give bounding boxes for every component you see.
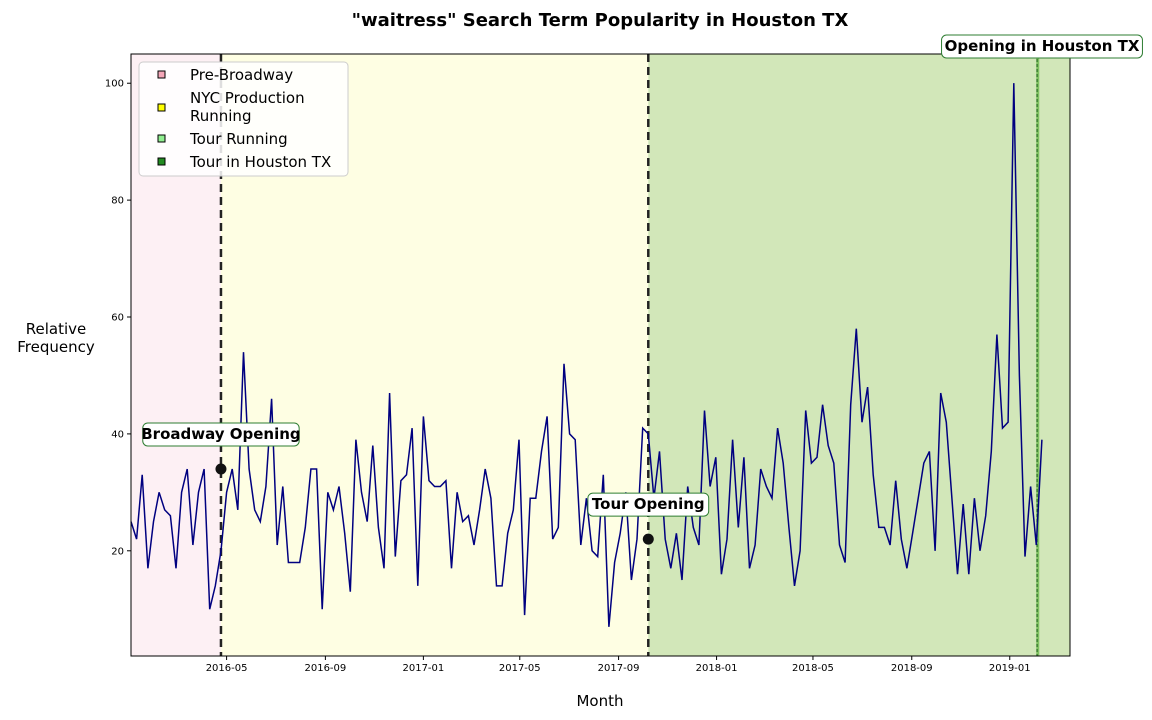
y-tick-label-40: 40 <box>111 429 124 440</box>
annotation-boxes: Broadway Opening Tour Opening Opening in H… <box>141 34 1143 517</box>
series-group <box>130 83 1043 627</box>
legend-label-nyc-production-line-2: Running <box>190 107 251 125</box>
legend-label-nyc-production-line-1: NYC Production <box>190 89 305 107</box>
annotation-houston-opening: Opening in Houston TX <box>941 34 1143 59</box>
x-tick-label-2017-01: 2017-01 <box>402 663 444 674</box>
period-band-3 <box>1036 54 1040 656</box>
chart-title: "waitress" Search Term Popularity in Hou… <box>352 10 849 31</box>
y-tick-label-60: 60 <box>111 313 124 324</box>
x-axis-label: Month <box>576 692 623 710</box>
legend-label-pre-broadway: Pre-Broadway <box>190 66 293 84</box>
x-tick-label-2017-09: 2017-09 <box>598 663 640 674</box>
annotation-tour-opening-text: Tour Opening <box>592 495 705 513</box>
legend-swatch-nyc-production <box>157 103 166 112</box>
annotation-broadway-opening-text: Broadway Opening <box>141 425 300 443</box>
y-tick-label-80: 80 <box>111 196 124 207</box>
y-tick-label-20: 20 <box>111 546 124 557</box>
x-tick-label-2019-01: 2019-01 <box>989 663 1031 674</box>
annotation-tour-opening: Tour Opening <box>587 492 710 517</box>
annotation-marker-1 <box>642 533 654 545</box>
legend-swatch-tour-running <box>157 134 166 143</box>
y-axis: 20 40 60 80 100 <box>105 79 131 557</box>
annotation-houston-opening-text: Opening in Houston TX <box>945 37 1140 55</box>
x-axis: 2016-05 2016-09 2017-01 2017-05 2017-09 2018-… <box>206 656 1031 674</box>
annotation-broadway-opening: Broadway Opening <box>141 422 301 447</box>
legend-frame <box>138 61 349 177</box>
series-line <box>130 83 1043 627</box>
y-axis-label-line-1: Relative <box>26 320 87 338</box>
period-band-2 <box>648 54 1070 656</box>
x-tick-label-2018-09: 2018-09 <box>891 663 933 674</box>
x-tick-label-2016-05: 2016-05 <box>206 663 248 674</box>
annotation-broadway-opening-box <box>142 422 300 447</box>
y-tick-label-100: 100 <box>105 79 124 90</box>
legend: Pre-Broadway NYC Production Running Tour… <box>138 61 349 177</box>
x-tick-label-2018-05: 2018-05 <box>792 663 834 674</box>
legend-label-tour-running: Tour Running <box>189 130 288 148</box>
x-tick-label-2016-09: 2016-09 <box>304 663 346 674</box>
annotation-tour-opening-box <box>587 492 710 517</box>
legend-swatch-tour-houston <box>157 157 166 166</box>
y-axis-label-line-2: Frequency <box>17 338 95 356</box>
legend-label-tour-houston: Tour in Houston TX <box>189 153 331 171</box>
x-tick-label-2018-01: 2018-01 <box>696 663 738 674</box>
annotation-houston-opening-box <box>941 34 1143 59</box>
annotation-markers <box>215 463 654 545</box>
x-tick-label-2017-05: 2017-05 <box>499 663 541 674</box>
plot-frame <box>130 53 1071 657</box>
annotation-marker-0 <box>215 463 227 475</box>
legend-swatch-pre-broadway <box>157 70 166 79</box>
